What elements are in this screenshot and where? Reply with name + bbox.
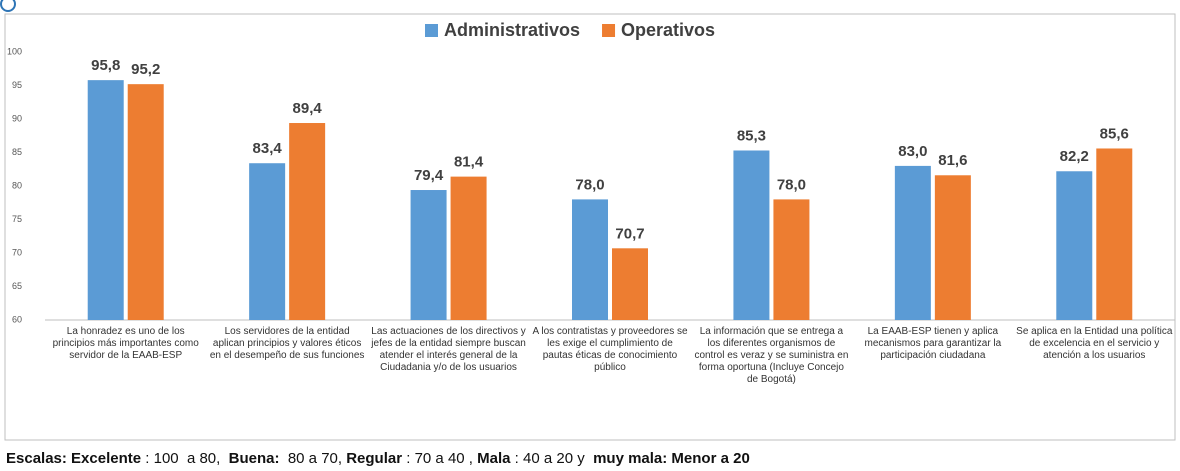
y-tick-label: 100: [7, 46, 22, 56]
y-tick-label: 80: [12, 180, 22, 190]
y-tick-label: 65: [12, 281, 22, 291]
bar: [410, 190, 447, 320]
x-tick-label: Se aplica en la Entidad una política de …: [1016, 326, 1173, 361]
x-tick-label: Los servidores de la entidad aplican pri…: [209, 326, 365, 361]
data-label: 78,0: [575, 176, 604, 193]
data-label: 95,2: [131, 61, 160, 78]
legend-label: Operativos: [621, 20, 715, 40]
note-part: : 100 a 80,: [141, 450, 229, 467]
x-tick-label: A los contratistas y proveedores se les …: [532, 326, 688, 373]
bar: [249, 163, 286, 320]
data-label: 83,0: [898, 143, 927, 160]
note: Escalas: Excelente : 100 a 80, Buena: 80…: [6, 450, 750, 467]
icon: [0, 0, 16, 12]
y-tick-label: 90: [12, 113, 22, 123]
bar: [733, 150, 770, 320]
note-part: Escalas: Excelente: [6, 450, 142, 467]
note-part: 80 a 70,: [279, 450, 347, 467]
data-label: 81,4: [454, 154, 484, 171]
legend-swatch: [425, 24, 438, 37]
bar: [572, 199, 608, 320]
data-label: 78,0: [777, 176, 806, 193]
bar: [934, 175, 971, 320]
data-label: 81,6: [938, 152, 967, 169]
bar: [450, 176, 487, 320]
data-label: 89,4: [293, 100, 323, 117]
note-part: Buena:: [228, 450, 280, 467]
note-part: : 70 a 40 ,: [402, 450, 478, 467]
note-part: muy mala: Menor a 20: [593, 450, 750, 467]
data-label: 82,2: [1060, 148, 1089, 165]
data-label: 83,4: [253, 140, 283, 157]
note-part: Regular: [346, 450, 403, 467]
note-part: Mala: [477, 450, 511, 467]
data-label: 70,7: [615, 225, 644, 242]
legend-swatch: [602, 24, 616, 37]
x-tick-label: La EAAB-ESP tienen y aplica mecanismos p…: [864, 326, 1002, 361]
bar: [289, 123, 326, 321]
y-tick-label: 75: [12, 214, 22, 224]
x-tick-label: La información que se entrega a los dife…: [694, 326, 849, 385]
data-label: 85,6: [1100, 125, 1129, 142]
y-tick-label: 70: [12, 247, 22, 257]
note-part: : 40 a 20 y: [510, 450, 594, 467]
x-tick-label: La honradez es uno de los principios más…: [52, 326, 199, 361]
bar: [612, 248, 648, 320]
data-label: 95,8: [91, 57, 120, 74]
y-tick-label: 95: [12, 80, 22, 90]
bar: [87, 80, 124, 320]
data-label: 79,4: [414, 167, 444, 184]
bar: [1096, 148, 1133, 320]
data-label: 85,3: [737, 127, 766, 144]
legend-label: Administrativos: [444, 20, 580, 40]
bar: [127, 84, 164, 320]
x-tick-label: Las actuaciones de los directivos y jefe…: [371, 326, 526, 373]
bar: [1056, 171, 1093, 320]
y-tick-label: 85: [12, 147, 22, 157]
bar: [773, 199, 810, 320]
bar: [894, 165, 931, 320]
y-tick-label: 60: [12, 314, 22, 324]
